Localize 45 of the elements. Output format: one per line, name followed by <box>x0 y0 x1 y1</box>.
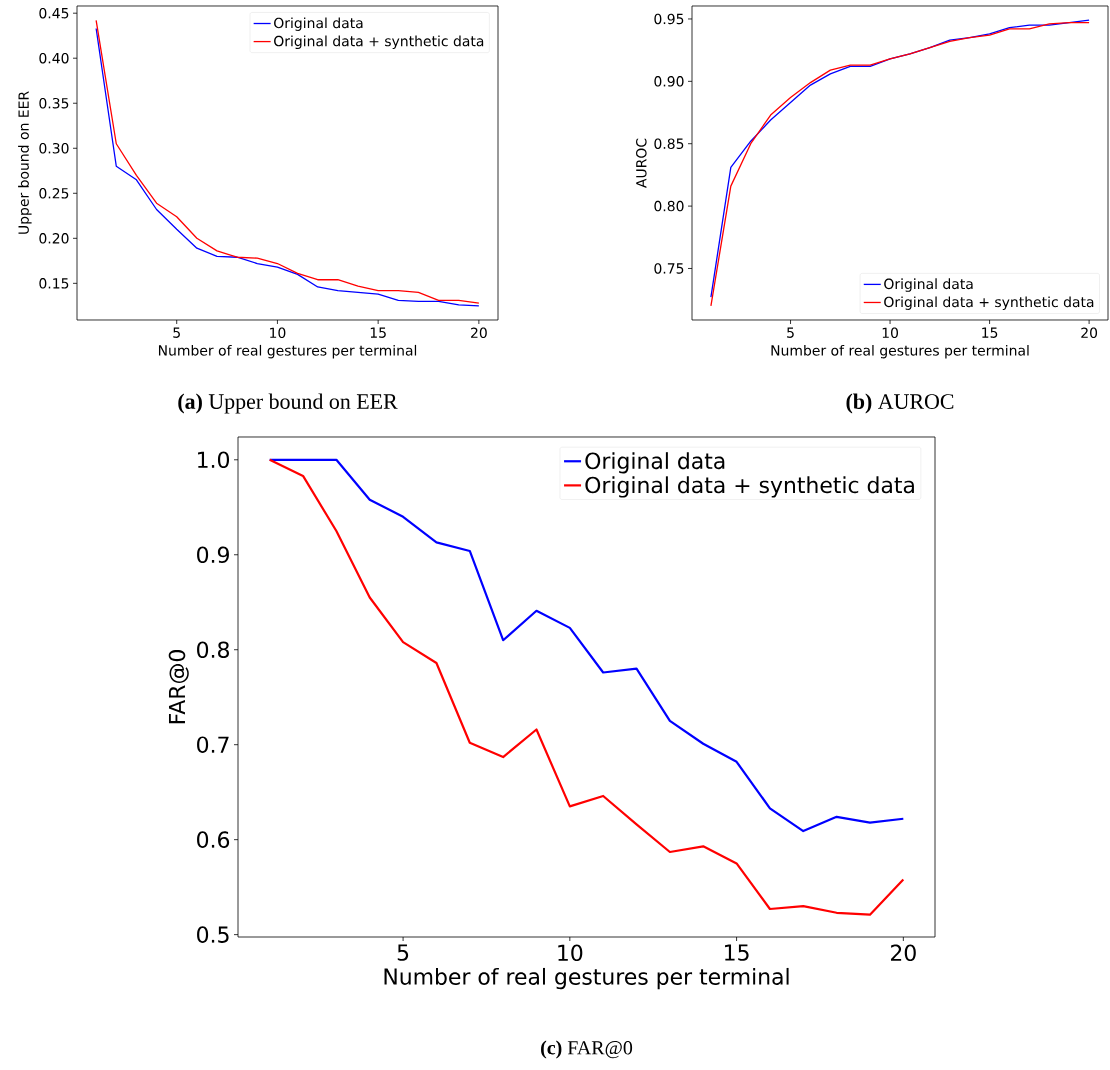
y-tick-label: 0.40 <box>39 52 69 64</box>
x-tick-label: 15 <box>370 327 386 338</box>
y-tick-label: 0.25 <box>39 188 69 199</box>
y-tick-label: 0.15 <box>39 278 69 289</box>
x-tick-label: 10 <box>558 944 583 962</box>
legend-label: Original data <box>585 452 725 474</box>
y-tick-label: 0.75 <box>654 263 684 274</box>
y-tick-label: 0.90 <box>654 76 684 87</box>
x-tick-label: 10 <box>882 327 899 339</box>
y-tick-label: 0.85 <box>654 138 684 149</box>
x-tick-label: 5 <box>397 944 409 961</box>
legend-label: Original data <box>884 278 973 292</box>
y-tick-label: 0.7 <box>197 736 229 753</box>
x-axis-title: Number of real gestures per terminal <box>158 344 417 359</box>
y-tick-label: 0.20 <box>39 233 69 244</box>
x-tick-label: 10 <box>270 327 286 339</box>
y-axis-title: Upper bound on EER <box>18 91 32 234</box>
y-axis-title: AUROC <box>636 138 647 188</box>
y-tick-label: 0.8 <box>197 641 229 659</box>
y-tick-label: 0.95 <box>654 13 684 25</box>
x-tick-label: 15 <box>982 327 998 338</box>
y-tick-label: 0.45 <box>39 7 69 19</box>
y-tick-label: 0.9 <box>197 546 229 564</box>
y-tick-label: 0.80 <box>654 200 684 212</box>
y-tick-label: 0.6 <box>197 831 230 848</box>
text: (c) FAR@0 <box>541 1040 633 1059</box>
x-axis-title: Number of real gestures per terminal <box>771 344 1029 359</box>
y-tick-label: 0.35 <box>39 97 69 109</box>
x-tick-label: 20 <box>890 944 916 962</box>
text: (a) Upper bound on EER <box>178 393 398 414</box>
x-axis-title: Number of real gestures per terminal <box>384 967 789 990</box>
x-tick-label: 15 <box>725 944 749 961</box>
x-tick-label: 5 <box>787 327 794 338</box>
legend-label: Original data + synthetic data <box>585 476 914 498</box>
y-tick-label: 0.30 <box>39 142 69 154</box>
y-axis-title: FAR@0 <box>168 650 189 724</box>
y-tick-label: 0.5 <box>197 926 229 943</box>
legend-label: Original data <box>274 17 363 31</box>
x-tick-label: 20 <box>471 327 487 339</box>
text: (b) AUROC <box>846 393 954 414</box>
legend-label: Original data + synthetic data <box>884 296 1094 310</box>
x-tick-label: 20 <box>1081 327 1098 339</box>
y-tick-label: 1.0 <box>198 451 230 469</box>
x-tick-label: 5 <box>173 327 180 338</box>
legend-label: Original data + synthetic data <box>274 35 484 50</box>
